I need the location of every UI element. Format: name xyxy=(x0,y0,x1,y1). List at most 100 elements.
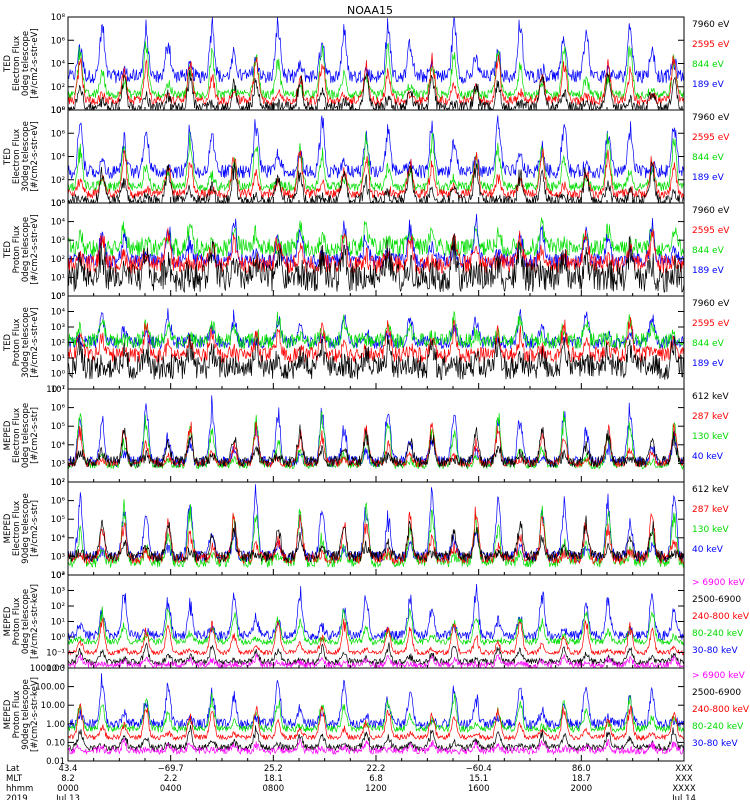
x-axis-value: 8.2 xyxy=(61,774,75,784)
y-axis-label-line: [#/cm2-s-str] xyxy=(30,407,40,464)
y-tick-label: 1.00 xyxy=(46,720,65,730)
legend-entry: 7960 eV xyxy=(692,299,730,309)
y-tick-label: 100.00 xyxy=(35,683,65,693)
y-axis-label-line: Proton Flux xyxy=(12,226,22,274)
x-axis-value: 0400 xyxy=(160,784,182,794)
y-tick-label: 10¹ xyxy=(51,618,65,628)
y-tick-label: 10² xyxy=(51,83,65,93)
y-tick-label: 10⁻¹ xyxy=(46,649,65,659)
y-axis-label-line: MEPED xyxy=(3,699,13,729)
y-tick-label: 10² xyxy=(51,478,65,488)
series-line-meped-p-90-4 xyxy=(67,738,685,756)
y-axis-label: TEDElectron Flux30deg telescope[#/cm2-s-… xyxy=(3,121,40,192)
chart-title: NOAA15 xyxy=(347,4,393,17)
y-tick-label: 10³ xyxy=(51,552,65,562)
y-axis-label-line: [#/cm2-s-str-eV] xyxy=(30,28,40,98)
legend-entry: 844 eV xyxy=(692,153,725,163)
legend-entry: 844 eV xyxy=(692,339,725,349)
legend-entry: 2595 eV xyxy=(692,226,730,236)
x-axis-value: 1600 xyxy=(468,784,490,794)
y-axis-label: TEDProton Flux30deg telescope[#/cm2-s-st… xyxy=(3,307,40,378)
y-tick-label: 10⁻¹ xyxy=(46,385,65,395)
panel-ted-p-30: 10⁻¹ 10⁰ 10¹ 10² 10³ 10⁴ 10⁵ TEDProton Flux30de… xyxy=(3,292,730,395)
series-line-meped-e-90-0 xyxy=(67,484,685,563)
legend-entry: 40 keV xyxy=(692,452,724,462)
panel-meped-e-90: 10² 10³ 10⁴ 10⁵ 10⁶ 10⁷ MEPEDElectron Flux90de… xyxy=(3,478,729,581)
y-tick-label: 10⁴ xyxy=(51,60,66,70)
series-line-meped-p-90-1 xyxy=(67,692,685,734)
y-tick-label: 10⁸ xyxy=(51,106,66,116)
x-axis-value: 18.7 xyxy=(572,774,591,784)
y-axis-label-line: [#/cm2-s-str-keV] xyxy=(30,584,40,659)
y-axis-label-line: 0deg telescope xyxy=(21,217,31,282)
y-tick-label: 10⁶ xyxy=(51,404,66,414)
legend-entry: 844 eV xyxy=(692,246,725,256)
y-tick-label: 10² xyxy=(51,339,65,349)
y-tick-label: 10⁴ xyxy=(51,571,66,581)
legend-entry: 287 keV xyxy=(692,412,729,422)
y-tick-label: 10² xyxy=(51,176,65,186)
legend-entry: > 6900 keV xyxy=(692,578,746,588)
x-axis-value: 2.2 xyxy=(164,774,178,784)
panel-meped-e-0: 10² 10³ 10⁴ 10⁵ 10⁶ 10⁷ MEPEDElectron Flux0deg… xyxy=(3,385,729,488)
x-axis-value: 6.8 xyxy=(369,774,383,784)
legend-entry: 240-800 keV xyxy=(692,705,750,715)
legend-entry: 2595 eV xyxy=(692,319,730,329)
series-line-ted-p-0-3 xyxy=(67,233,685,294)
y-axis-label-line: 90deg telescope xyxy=(21,493,31,564)
legend-entry: 287 keV xyxy=(692,505,729,515)
y-axis-label-line: TED xyxy=(3,333,13,352)
y-tick-label: 10⁰ xyxy=(51,370,66,380)
y-tick-label: 10³ xyxy=(51,459,65,469)
series-line-ted-p-0-0 xyxy=(67,217,685,258)
y-axis-label-line: TED xyxy=(3,240,13,259)
legend-entry: 240-800 keV xyxy=(692,612,750,622)
x-axis-value: −60.4 xyxy=(466,764,492,774)
y-axis-label-line: 30deg telescope xyxy=(21,121,31,192)
legend-entry: 2595 eV xyxy=(692,40,730,50)
y-axis-label: MEPEDElectron Flux0deg telescope[#/cm2-s… xyxy=(3,403,40,468)
series-line-meped-e-0-0 xyxy=(67,395,685,468)
y-tick-label: 10⁴ xyxy=(51,534,66,544)
legend-entry: 7960 eV xyxy=(692,113,730,123)
y-tick-label: 10³ xyxy=(51,323,65,333)
y-tick-label: 10⁵ xyxy=(51,515,65,525)
y-tick-label: 10⁵ xyxy=(51,292,65,302)
y-axis-label: TEDProton Flux0deg telescope[#/cm2-s-str… xyxy=(3,214,40,284)
x-axis-value: 0000 xyxy=(57,784,79,794)
legend-entry: 40 keV xyxy=(692,545,724,555)
y-tick-label: 10⁶ xyxy=(51,129,66,139)
legend-entry: 612 keV xyxy=(692,485,729,495)
y-tick-label: 10⁵ xyxy=(51,422,65,432)
panel-meped-p-90: 0.01 0.10 1.00 10.00 100.00 1000.00 MEPEDProto… xyxy=(3,664,750,767)
legend-entry: > 6900 keV xyxy=(692,671,746,681)
y-axis-label: MEPEDProton Flux0deg telescope[#/cm2-s-s… xyxy=(3,584,40,659)
series-line-ted-p-0-1 xyxy=(67,213,685,269)
series-line-meped-p-0-3 xyxy=(67,642,685,667)
panel-meped-p-0: 10⁻² 10⁻¹ 10⁰ 10¹ 10² 10³ 10⁴ MEPEDProton Flux0… xyxy=(3,571,750,674)
y-tick-label: 10⁻² xyxy=(46,664,65,674)
y-axis-label: MEPEDElectron Flux90deg telescope[#/cm2-… xyxy=(3,493,40,564)
series-line-meped-p-0-0 xyxy=(67,583,685,641)
y-axis-label-line: 90deg telescope xyxy=(21,679,31,750)
y-axis-label-line: 0deg telescope xyxy=(21,31,31,96)
legend-entry: 2595 eV xyxy=(692,133,730,143)
y-axis-label-line: Proton Flux xyxy=(12,691,22,739)
y-tick-label: 10² xyxy=(51,571,65,581)
y-tick-label: 10¹ xyxy=(51,273,65,283)
x-axis-value: 22.2 xyxy=(367,764,386,774)
y-axis-label-line: MEPED xyxy=(3,606,13,636)
series-line-meped-p-90-0 xyxy=(67,673,685,731)
x-axis-value: XXX xyxy=(675,764,693,774)
legend-entry: 189 eV xyxy=(692,266,725,276)
legend-entry: 130 keV xyxy=(692,432,729,442)
y-tick-label: 10² xyxy=(51,602,65,612)
series-line-ted-p-30-2 xyxy=(67,316,685,364)
y-tick-label: 0.10 xyxy=(46,738,65,748)
y-axis-label-line: MEPED xyxy=(3,420,13,450)
panel-frame xyxy=(67,574,685,669)
panel-ted-p-0: 10⁰ 10¹ 10² 10³ 10⁴ 10⁵ TEDProton Flux0deg tel… xyxy=(3,199,730,302)
y-tick-label: 10⁴ xyxy=(51,153,66,163)
